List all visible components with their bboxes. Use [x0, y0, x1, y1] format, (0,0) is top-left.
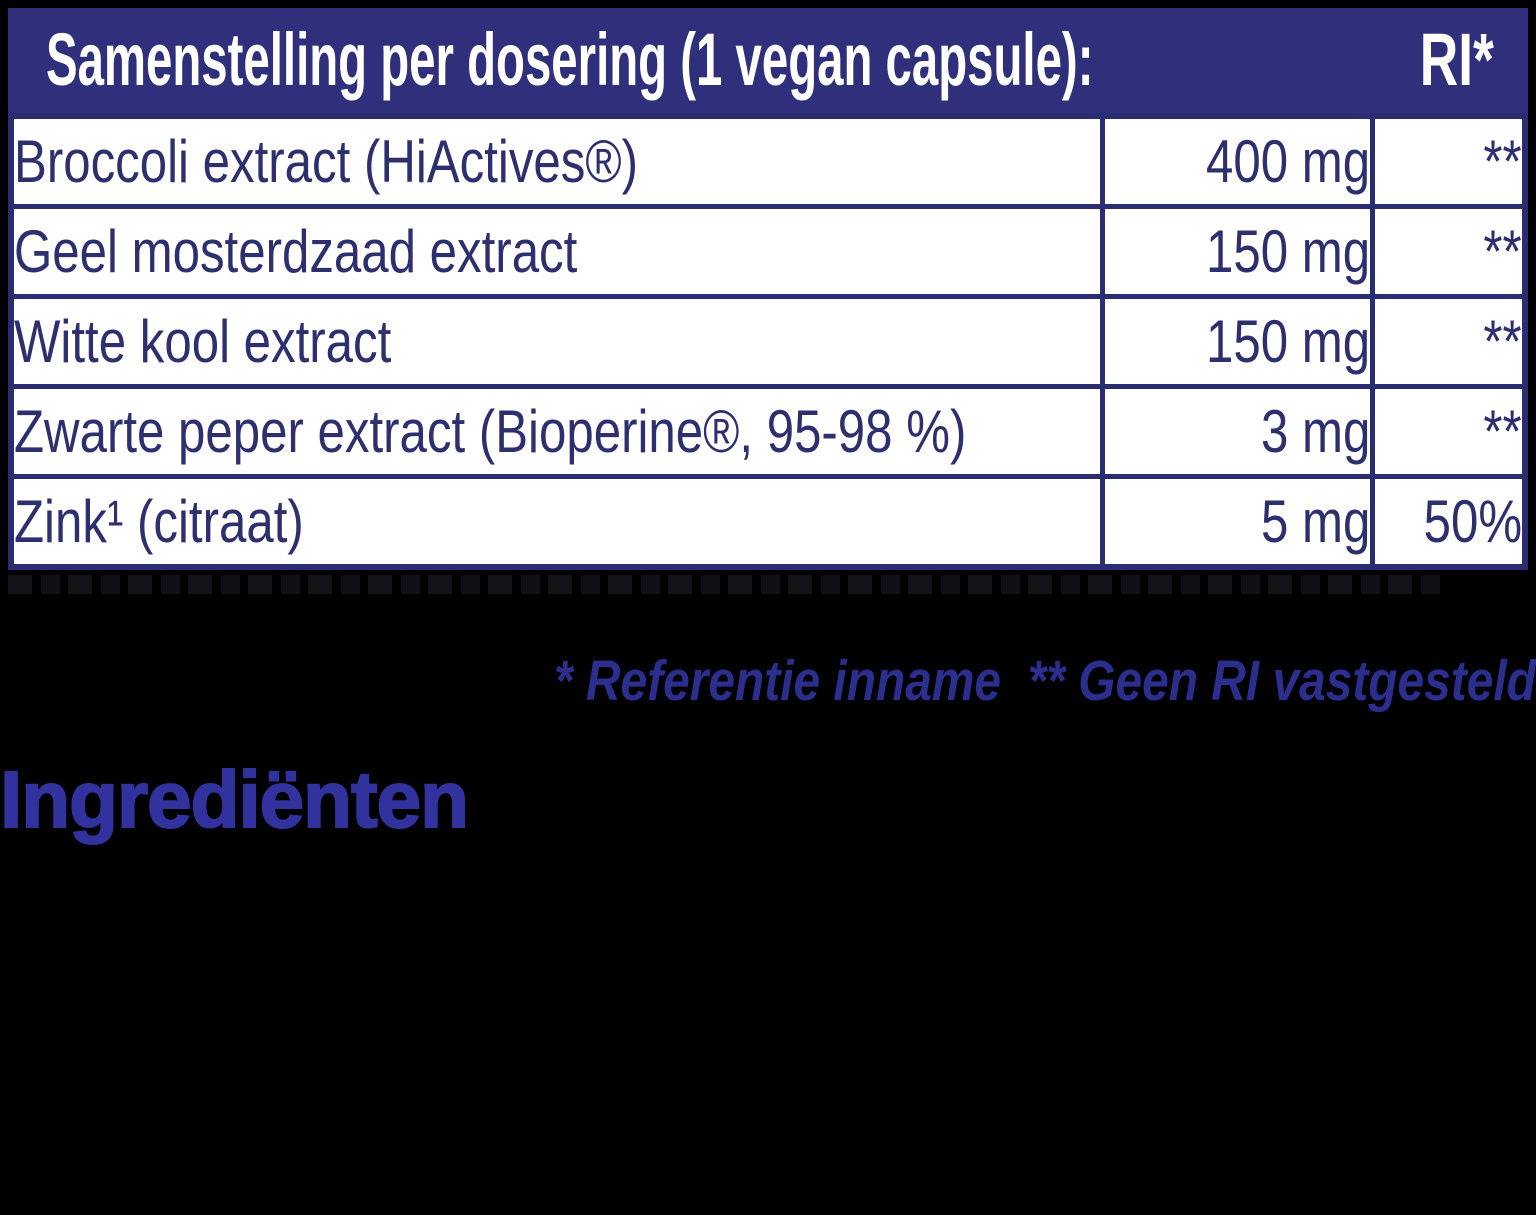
ingredient-name: Geel mosterdzaad extract	[14, 217, 578, 285]
ingredient-ri: **	[1483, 397, 1522, 465]
composition-table: Broccoli extract (HiActives®) 400 mg ** …	[8, 113, 1528, 570]
ingredient-ri: **	[1483, 217, 1522, 285]
ingredient-ri: **	[1483, 307, 1522, 375]
ri-column-header: RI*	[1419, 17, 1494, 101]
ingredient-ri: **	[1483, 127, 1522, 195]
table-header-bar: Samenstelling per dosering (1 vegan caps…	[8, 8, 1528, 113]
table-row: Geel mosterdzaad extract 150 mg **	[8, 204, 1528, 299]
ri-footnote: * Referentie inname ** Geen RI vastgeste…	[554, 649, 1536, 713]
ingredient-amount: 150 mg	[1205, 217, 1370, 285]
ingredient-amount: 150 mg	[1205, 307, 1370, 375]
ingredient-amount: 400 mg	[1205, 127, 1370, 195]
ingredients-heading: Ingrediënten	[0, 754, 470, 845]
ingredient-name: Zink¹ (citraat)	[14, 487, 304, 555]
ingredient-amount: 5 mg	[1260, 487, 1370, 555]
table-row: Zink¹ (citraat) 5 mg 50%	[8, 474, 1528, 570]
ingredient-amount: 3 mg	[1260, 397, 1370, 465]
table-title: Samenstelling per dosering (1 vegan caps…	[46, 17, 1094, 101]
ingredient-name: Zwarte peper extract (Bioperine®, 95-98 …	[14, 397, 967, 465]
ingredient-ri: 50%	[1423, 487, 1522, 555]
ingredient-name: Broccoli extract (HiActives®)	[14, 127, 639, 195]
table-row: Broccoli extract (HiActives®) 400 mg **	[8, 113, 1528, 209]
table-row: Witte kool extract 150 mg **	[8, 294, 1528, 389]
table-row: Zwarte peper extract (Bioperine®, 95-98 …	[8, 384, 1528, 479]
faint-text-remnant	[8, 575, 1442, 594]
ingredient-name: Witte kool extract	[14, 307, 392, 375]
